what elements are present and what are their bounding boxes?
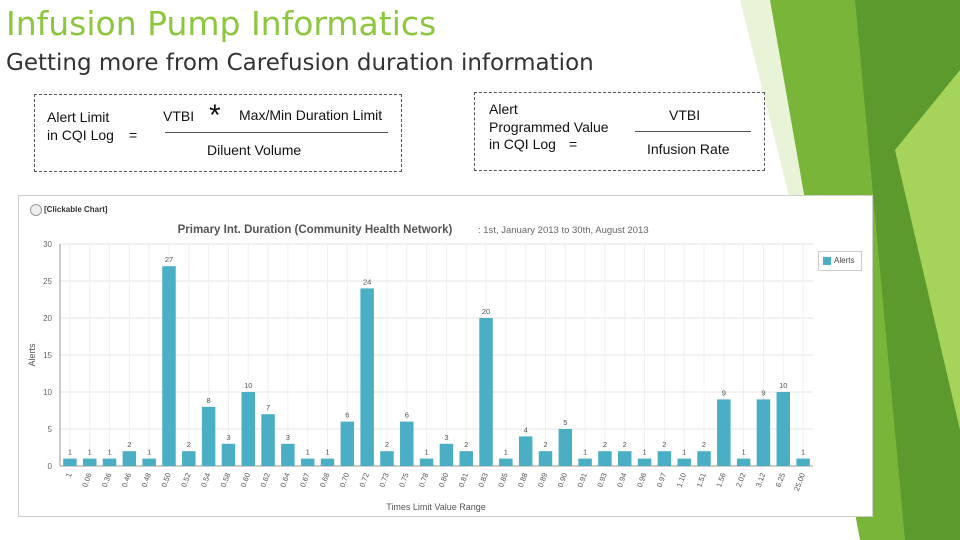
- chart-icon: [30, 204, 42, 216]
- legend-label: Alerts: [834, 256, 855, 265]
- formula-left-lhs-2: in CQI Log: [47, 127, 114, 143]
- formula-left-numerator: VTBI: [163, 108, 195, 124]
- formula-left-operator: *: [209, 99, 221, 132]
- slide-title: Infusion Pump Informatics: [6, 4, 437, 43]
- formula-right-lhs-2: Programmed Value: [489, 119, 609, 135]
- deco-shape-front: [895, 70, 960, 430]
- formula-right-denominator: Infusion Rate: [647, 141, 730, 157]
- legend-swatch: [823, 257, 831, 265]
- chart-container[interactable]: [18, 195, 873, 517]
- clickable-chart-label[interactable]: [Clickable Chart]: [30, 204, 108, 216]
- formula-box-right: Alert Programmed Value in CQI Log = VTBI…: [474, 92, 765, 171]
- chart-legend[interactable]: Alerts: [818, 251, 862, 271]
- formula-left-equals: =: [129, 127, 138, 143]
- clickable-chart-text: [Clickable Chart]: [44, 205, 108, 215]
- formula-right-lhs-1: Alert: [489, 101, 518, 117]
- formula-right-equals: =: [569, 136, 578, 152]
- formula-left-lhs-1: Alert Limit: [47, 109, 110, 125]
- formula-left-factor: Max/Min Duration Limit: [239, 107, 383, 123]
- formula-left-denominator: Diluent Volume: [207, 142, 302, 158]
- formula-right-numerator: VTBI: [669, 107, 701, 123]
- formula-box-left: Alert Limit in CQI Log = VTBI * Max/Min …: [34, 94, 402, 172]
- formula-right-fraction-line: [635, 131, 751, 132]
- formula-right-lhs-3: in CQI Log: [489, 136, 556, 152]
- slide-subtitle: Getting more from Carefusion duration in…: [6, 50, 594, 76]
- formula-left-fraction-line: [165, 132, 388, 133]
